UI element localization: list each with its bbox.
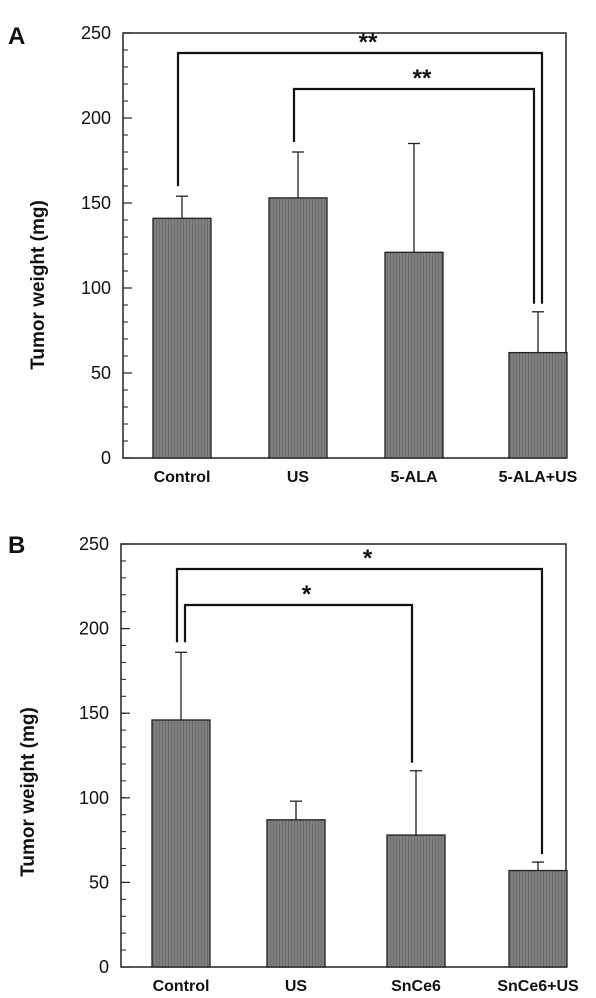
panel-b-bar	[508, 869, 568, 968]
panel-a: A Tumor weight (mg) 0 50 100 150 200 250 Contr…	[8, 23, 578, 486]
panel-a-letter: A	[8, 23, 25, 50]
panel-b-bar	[386, 834, 446, 968]
panel-b-y-tick-label: 250	[79, 534, 109, 554]
panel-b-category-label: SnCe6	[391, 978, 441, 995]
panel-a-category-label: 5-ALA+US	[499, 469, 578, 486]
panel-a-significance-label: **	[359, 29, 378, 56]
panel-a-significance-bracket	[292, 87, 536, 304]
panel-a-plot: 0 50 100 150 200 250 Control US 5-ALA 5-ALA+US ** *…	[81, 23, 578, 486]
panel-b-bar	[151, 719, 211, 968]
panel-b-plot-frame	[120, 543, 567, 968]
panel-b-y-axis-title: Tumor weight (mg)	[18, 707, 39, 877]
panel-b-y-tick-label: 200	[79, 619, 109, 639]
panel-b-letter: B	[8, 532, 25, 559]
panel-a-y-tick-label: 150	[81, 193, 111, 213]
panel-a-significance-label: **	[413, 65, 432, 92]
panel-a-y-tick-label: 250	[81, 23, 111, 43]
panel-a-y-tick-label: 200	[81, 108, 111, 128]
panel-b-category-label: Control	[153, 978, 210, 995]
panel-a-y-axis-title: Tumor weight (mg)	[28, 200, 49, 370]
panel-b-category-label: US	[285, 978, 308, 995]
panel-a-category-label: Control	[154, 469, 211, 486]
panel-b-significance-label: *	[302, 581, 312, 608]
panel-a-category-label: 5-ALA	[390, 469, 438, 486]
panel-b-y-tick-label: 0	[99, 957, 109, 977]
panel-a-bar	[508, 351, 568, 459]
panel-a-significance-bracket	[176, 51, 544, 304]
panel-b-y-tick-label: 150	[79, 703, 109, 723]
panel-b: B Tumor weight (mg) 0 50 100 150 200 250 Contr…	[8, 532, 579, 995]
panel-a-y-tick-label: 0	[101, 448, 111, 468]
panel-b-significance-bracket	[183, 603, 414, 763]
panel-a-y-tick-label: 100	[81, 278, 111, 298]
panel-a-bar	[384, 251, 444, 459]
panel-a-plot-frame	[122, 32, 567, 459]
panel-a-bar	[268, 197, 328, 459]
panel-b-bar	[266, 819, 326, 968]
panel-b-significance-bracket	[175, 567, 544, 855]
panel-b-y-tick-label: 50	[89, 872, 109, 892]
panel-b-plot: 0 50 100 150 200 250 Control US SnCe6 SnCe6+US * *	[79, 534, 579, 995]
panel-b-category-label: SnCe6+US	[497, 978, 579, 995]
panel-b-y-tick-label: 100	[79, 788, 109, 808]
panel-a-bar	[152, 217, 212, 459]
panel-b-significance-label: *	[363, 545, 373, 572]
panel-a-category-label: US	[287, 469, 310, 486]
panel-a-y-tick-label: 50	[91, 363, 111, 383]
